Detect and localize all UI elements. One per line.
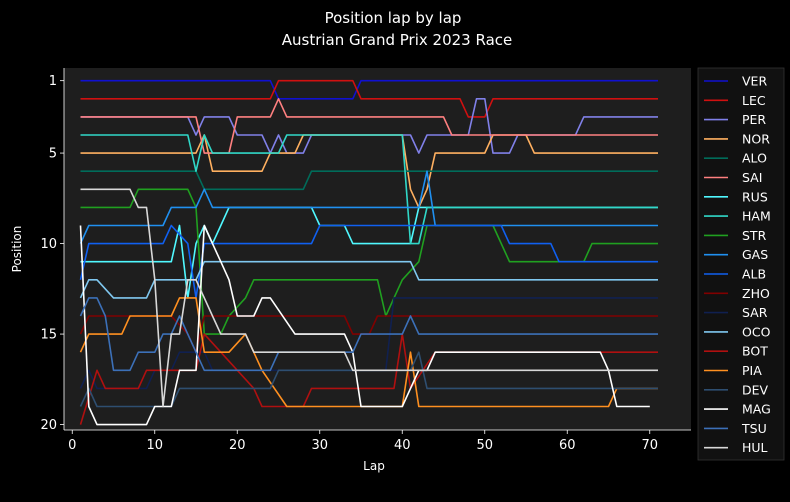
legend-label-hul: HUL	[742, 440, 768, 455]
series-line-str	[80, 188, 658, 335]
series-layer	[79, 79, 658, 426]
legend-label-nor: NOR	[742, 131, 770, 146]
legend-box	[697, 67, 785, 461]
x-axis-label: Lap	[363, 459, 385, 473]
legend-label-lec: LEC	[742, 93, 766, 108]
legend-label-oco: OCO	[742, 324, 771, 339]
series-line-rus	[80, 206, 658, 299]
series-line-hul	[80, 188, 658, 408]
legend-label-rus: RUS	[742, 189, 768, 204]
chart-subtitle: Austrian Grand Prix 2023 Race	[282, 31, 513, 49]
legend-label-gas: GAS	[742, 247, 768, 262]
legend-label-zho: ZHO	[742, 286, 770, 301]
series-line-alb	[79, 224, 658, 299]
legend-label-sai: SAI	[742, 170, 762, 185]
series-line-dev	[79, 351, 658, 408]
series-line-ham	[80, 134, 658, 245]
chart-title: Position lap by lap	[325, 9, 462, 27]
legend-label-dev: DEV	[742, 382, 769, 397]
x-tick-label: 0	[68, 438, 76, 453]
x-tick-label: 20	[229, 438, 246, 453]
x-tick-label: 30	[311, 438, 328, 453]
y-tick-label: 1	[49, 74, 57, 89]
legend-label-ham: HAM	[742, 209, 771, 224]
series-line-ver	[80, 79, 658, 100]
x-tick-label: 40	[394, 438, 411, 453]
x-tick-label: 50	[476, 438, 493, 453]
y-tick-label: 15	[40, 328, 57, 343]
y-tick-label: 5	[49, 147, 57, 162]
series-line-zho	[79, 315, 658, 354]
legend-label-alb: ALB	[742, 267, 766, 282]
legend-label-ver: VER	[742, 74, 767, 89]
legend-label-tsu: TSU	[741, 421, 767, 436]
series-line-gas	[79, 170, 658, 244]
legend-label-pia: PIA	[742, 363, 762, 378]
series-line-pia	[79, 297, 658, 408]
legend-label-str: STR	[742, 228, 767, 243]
y-tick-label: 10	[40, 237, 57, 252]
legend-label-sar: SAR	[742, 305, 768, 320]
series-line-tsu	[79, 297, 658, 372]
x-tick-label: 70	[641, 438, 658, 453]
y-tick-label: 20	[40, 418, 57, 433]
legend: VER LEC PER NOR ALO SAI RUS HAM STR GAS ALB ZHO SAR O…	[697, 67, 785, 461]
series-line-alo	[80, 170, 658, 191]
x-tick-label: 60	[559, 438, 576, 453]
series-line-sar	[79, 297, 658, 390]
series-line-mag	[79, 224, 650, 426]
legend-label-per: PER	[742, 112, 766, 127]
y-axis-label: Position	[10, 226, 24, 273]
legend-label-bot: BOT	[742, 344, 768, 359]
plot-area	[64, 68, 691, 430]
legend-label-mag: MAG	[742, 402, 771, 417]
legend-label-alo: ALO	[742, 151, 767, 166]
series-line-lec	[80, 79, 658, 118]
x-tick-label: 10	[146, 438, 163, 453]
series-line-sai	[80, 98, 658, 154]
